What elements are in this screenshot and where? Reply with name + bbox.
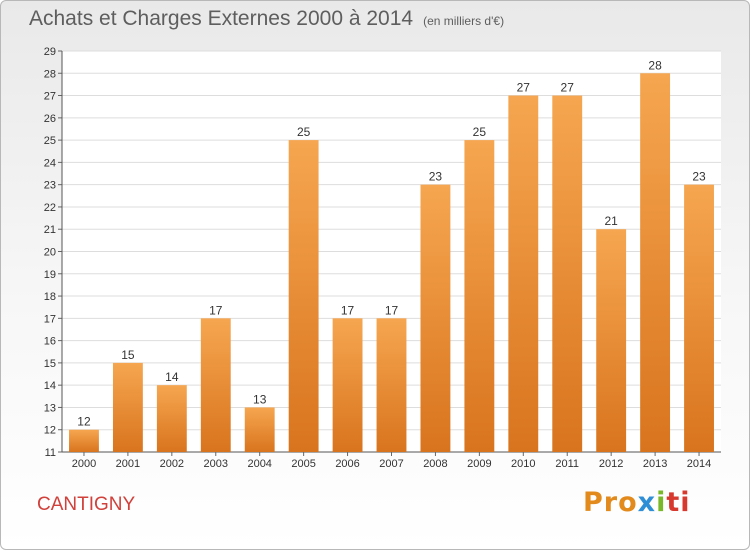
- x-tick-label: 2004: [247, 458, 271, 470]
- data-label: 25: [473, 125, 487, 139]
- logo-part-2: x: [637, 487, 657, 518]
- bar: [156, 385, 187, 452]
- x-tick-label: 2010: [511, 458, 535, 470]
- x-tick-label: 2000: [72, 458, 96, 470]
- commune-name: CANTIGNY: [37, 494, 136, 515]
- x-tick-label: 2011: [555, 458, 579, 470]
- data-label: 15: [121, 348, 135, 362]
- data-label: 17: [341, 303, 355, 317]
- bar: [552, 95, 583, 453]
- y-tick-label: 16: [44, 336, 56, 348]
- bar: [112, 362, 143, 452]
- y-tick-label: 24: [44, 157, 56, 169]
- x-tick-label: 2014: [687, 458, 711, 470]
- x-tick-label: 2002: [160, 458, 184, 470]
- y-tick-label: 18: [44, 291, 56, 303]
- x-tick-label: 2007: [379, 458, 403, 470]
- bar: [508, 95, 539, 453]
- bar: [640, 73, 671, 453]
- y-tick-label: 20: [44, 247, 56, 259]
- x-tick-label: 2005: [291, 458, 315, 470]
- y-tick-label: 15: [44, 358, 56, 370]
- data-label: 12: [77, 415, 91, 429]
- bar: [376, 318, 407, 452]
- x-tick-label: 2009: [467, 458, 491, 470]
- data-label: 27: [517, 81, 531, 95]
- y-tick-label: 26: [44, 113, 56, 125]
- logo-part-3: i: [656, 487, 667, 518]
- y-tick-label: 29: [44, 46, 56, 58]
- data-label: 25: [297, 125, 311, 139]
- y-tick-label: 19: [44, 269, 56, 281]
- data-label: 27: [561, 81, 575, 95]
- bar: [200, 318, 231, 452]
- bar: [684, 184, 714, 452]
- y-tick-label: 11: [45, 447, 56, 459]
- data-label: 23: [692, 170, 706, 184]
- x-tick-label: 2013: [643, 458, 667, 470]
- bar: [596, 229, 627, 452]
- data-label: 17: [209, 303, 223, 317]
- y-tick-label: 27: [44, 91, 56, 103]
- x-tick-label: 2001: [116, 458, 140, 470]
- bar: [464, 140, 495, 452]
- data-label: 28: [648, 58, 662, 72]
- bar: [332, 318, 363, 452]
- y-tick-label: 23: [44, 180, 56, 192]
- y-tick-label: 14: [44, 380, 56, 392]
- logo-part-4: ti: [666, 487, 691, 518]
- x-tick-label: 2012: [599, 458, 623, 470]
- y-tick-label: 13: [44, 402, 56, 414]
- chart-title: Achats et Charges Externes 2000 à 2014 (e…: [29, 7, 504, 31]
- logo-part-1: Pro: [583, 487, 638, 518]
- y-tick-label: 17: [44, 313, 56, 325]
- x-tick-label: 2008: [423, 458, 447, 470]
- bar: [69, 429, 99, 452]
- x-tick-label: 2003: [204, 458, 228, 470]
- title-text: Achats et Charges Externes 2000 à 2014: [29, 7, 414, 30]
- data-label: 17: [385, 303, 399, 317]
- bar: [244, 407, 275, 452]
- y-tick-label: 22: [44, 202, 56, 214]
- data-label: 14: [165, 370, 179, 384]
- x-tick-label: 2006: [335, 458, 359, 470]
- proxiti-logo: Proxiti: [583, 487, 691, 518]
- y-tick-label: 25: [44, 135, 56, 147]
- chart-subtitle: (en milliers d'€): [423, 14, 505, 28]
- data-label: 23: [429, 170, 443, 184]
- y-tick-label: 28: [44, 68, 56, 80]
- data-label: 13: [253, 392, 267, 406]
- y-tick-label: 21: [44, 224, 56, 236]
- y-tick-label: 12: [44, 425, 56, 437]
- bar: [420, 184, 451, 452]
- bar: [288, 140, 319, 452]
- data-label: 21: [604, 214, 618, 228]
